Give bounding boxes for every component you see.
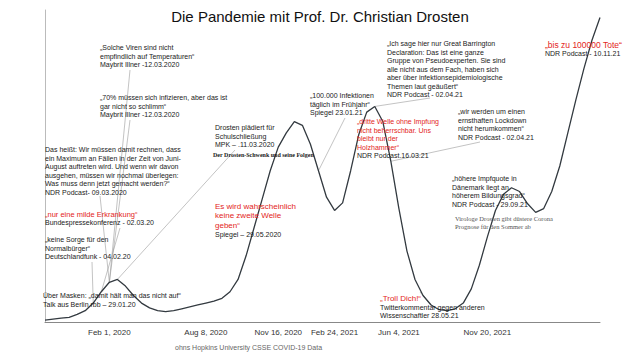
svg-text:Feb 1, 2020: Feb 1, 2020 bbox=[88, 328, 131, 337]
svg-text:nicht herumkommen“: nicht herumkommen“ bbox=[458, 125, 524, 132]
svg-text:geben“: geben“ bbox=[215, 221, 240, 230]
svg-text:höherem Bildungsgrad“: höherem Bildungsgrad“ bbox=[452, 192, 525, 200]
svg-text:„bis zu 100000 Tote“: „bis zu 100000 Tote“ bbox=[545, 40, 622, 50]
svg-text:NDR Podcast - 29.09.21: NDR Podcast - 29.09.21 bbox=[452, 201, 528, 208]
svg-text:NDR Podcast.16.03.21: NDR Podcast.16.03.21 bbox=[357, 152, 429, 159]
svg-text:Nov 16, 2020: Nov 16, 2020 bbox=[254, 328, 302, 337]
svg-text:Holzhammer“: Holzhammer“ bbox=[357, 144, 400, 151]
svg-text:Dänemark liegt an: Dänemark liegt an bbox=[452, 184, 509, 192]
svg-text:„nur eine milde Erkrankung“: „nur eine milde Erkrankung“ bbox=[45, 210, 138, 219]
svg-text:ausgehen, müssen wir nochmal ü: ausgehen, müssen wir nochmal überlegen: bbox=[45, 172, 179, 180]
svg-text:Gruppe von Pseudoexperten. Sie: Gruppe von Pseudoexperten. Sie sind bbox=[387, 57, 505, 65]
svg-text:Jun 4, 2021: Jun 4, 2021 bbox=[378, 328, 420, 337]
svg-text:Über Masken: „damit hält man d: Über Masken: „damit hält man das nicht a… bbox=[43, 292, 181, 299]
svg-text:alle nicht aus dem Fach, haben: alle nicht aus dem Fach, haben sich bbox=[387, 66, 499, 73]
svg-text:NDR Podcast- 09.03.2020: NDR Podcast- 09.03.2020 bbox=[45, 189, 127, 196]
svg-text:Was muss denn jetzt gemacht we: Was muss denn jetzt gemacht werden?“ bbox=[45, 180, 170, 188]
svg-text:„höhere Impfquote in: „höhere Impfquote in bbox=[452, 175, 517, 183]
svg-text:„70% müssen sich infizieren, a: „70% müssen sich infizieren, aber das is… bbox=[100, 94, 227, 101]
svg-text:gar nicht so schlimm“: gar nicht so schlimm“ bbox=[100, 103, 167, 111]
svg-text:MPK – .11.03.2020: MPK – .11.03.2020 bbox=[215, 141, 275, 148]
svg-text:„wir werden um einen: „wir werden um einen bbox=[458, 108, 525, 115]
svg-text:Drosten plädiert für: Drosten plädiert für bbox=[215, 124, 275, 132]
svg-text:Nov 20, 2021: Nov 20, 2021 bbox=[464, 328, 512, 337]
svg-text:ohns Hopkins University CSSE C: ohns Hopkins University CSSE COVID-19 Da… bbox=[175, 344, 322, 352]
svg-text:empfindlich auf Temperaturen“: empfindlich auf Temperaturen“ bbox=[100, 53, 195, 61]
svg-text:ernsthaften Lockdown: ernsthaften Lockdown bbox=[458, 117, 527, 124]
svg-text:Deutschlandfunk - 04.02.20: Deutschlandfunk - 04.02.20 bbox=[45, 253, 131, 260]
svg-text:Spiegel 23.01.21: Spiegel 23.01.21 bbox=[310, 109, 363, 117]
svg-text:Der Drosten-Schwenk und seine: Der Drosten-Schwenk und seine Folgen bbox=[213, 152, 314, 158]
svg-text:„dritte Welle ohne Impfung: „dritte Welle ohne Impfung bbox=[357, 118, 439, 126]
svg-text:Talk aus Berlin rbb – 29.01.20: Talk aus Berlin rbb – 29.01.20 bbox=[43, 301, 136, 308]
svg-text:ein Maximum an Fällen in der Z: ein Maximum an Fällen in der Zeit von Ju… bbox=[45, 155, 181, 162]
svg-text:täglich im Frühjahr“: täglich im Frühjahr“ bbox=[310, 101, 371, 109]
svg-text:Normalbürger“: Normalbürger“ bbox=[45, 245, 91, 253]
svg-text:NDR Podcast - 02.04.21: NDR Podcast - 02.04.21 bbox=[458, 134, 534, 141]
svg-text:nicht beherrschbar. Uns: nicht beherrschbar. Uns bbox=[357, 127, 431, 134]
svg-text:„Troll Dich!“: „Troll Dich!“ bbox=[380, 294, 421, 303]
svg-text:Themen laut geäußert“: Themen laut geäußert“ bbox=[387, 83, 459, 91]
svg-text:Declaration: Das ist eine ganz: Declaration: Das ist eine ganze bbox=[387, 49, 484, 57]
svg-text:Twitterkommentar gegen anderen: Twitterkommentar gegen anderen bbox=[380, 304, 485, 312]
svg-text:Die Pandemie mit Prof. Dr. Chr: Die Pandemie mit Prof. Dr. Christian Dro… bbox=[171, 8, 469, 25]
svg-text:Maybrit Illner -12.03.2020: Maybrit Illner -12.03.2020 bbox=[100, 61, 179, 69]
svg-text:„100.000 Infektionen: „100.000 Infektionen bbox=[310, 92, 374, 99]
svg-text:keine zweite Welle: keine zweite Welle bbox=[215, 211, 282, 220]
svg-text:aber über infektionsepidemiolo: aber über infektionsepidemiologische bbox=[387, 74, 503, 82]
svg-text:Maybrit Illner -12.03.2020: Maybrit Illner -12.03.2020 bbox=[100, 111, 179, 119]
svg-text:Aug 8, 2020: Aug 8, 2020 bbox=[184, 328, 228, 337]
svg-text:Das heißt: Wir müssen damit re: Das heißt: Wir müssen damit rechnen, das… bbox=[45, 146, 181, 153]
svg-text:Spiegel – 29.05.2020: Spiegel – 29.05.2020 bbox=[215, 231, 281, 239]
svg-text:bleibt nur der: bleibt nur der bbox=[357, 135, 399, 142]
svg-text:Bundespressekonferenz - 02.03.: Bundespressekonferenz - 02.03.20 bbox=[45, 219, 154, 227]
svg-text:Prognose für den Sommer ab: Prognose für den Sommer ab bbox=[455, 223, 531, 230]
svg-text:August auftreten wird. Und wen: August auftreten wird. Und wenn wir davo… bbox=[45, 163, 179, 171]
svg-text:„keine Sorge für den: „keine Sorge für den bbox=[45, 236, 109, 244]
svg-text:Schulschließung: Schulschließung bbox=[215, 133, 266, 141]
svg-text:„Solche Viren sind nicht: „Solche Viren sind nicht bbox=[100, 44, 173, 51]
svg-text:Feb 24, 2021: Feb 24, 2021 bbox=[311, 328, 359, 337]
svg-text:NDR Podcast - 10.11.21: NDR Podcast - 10.11.21 bbox=[545, 50, 620, 57]
svg-text:„Ich sage hier nur Great Barri: „Ich sage hier nur Great Barrington bbox=[387, 40, 495, 48]
svg-text:Es wird wahrscheinlich: Es wird wahrscheinlich bbox=[215, 202, 296, 211]
svg-text:Virologe Drosten gibt düstere: Virologe Drosten gibt düstere Corona bbox=[455, 215, 553, 222]
svg-text:Wissenschaftler 28.05.21: Wissenschaftler 28.05.21 bbox=[380, 312, 459, 319]
svg-text:NDR Podcast - 02.04.21: NDR Podcast - 02.04.21 bbox=[387, 91, 463, 98]
